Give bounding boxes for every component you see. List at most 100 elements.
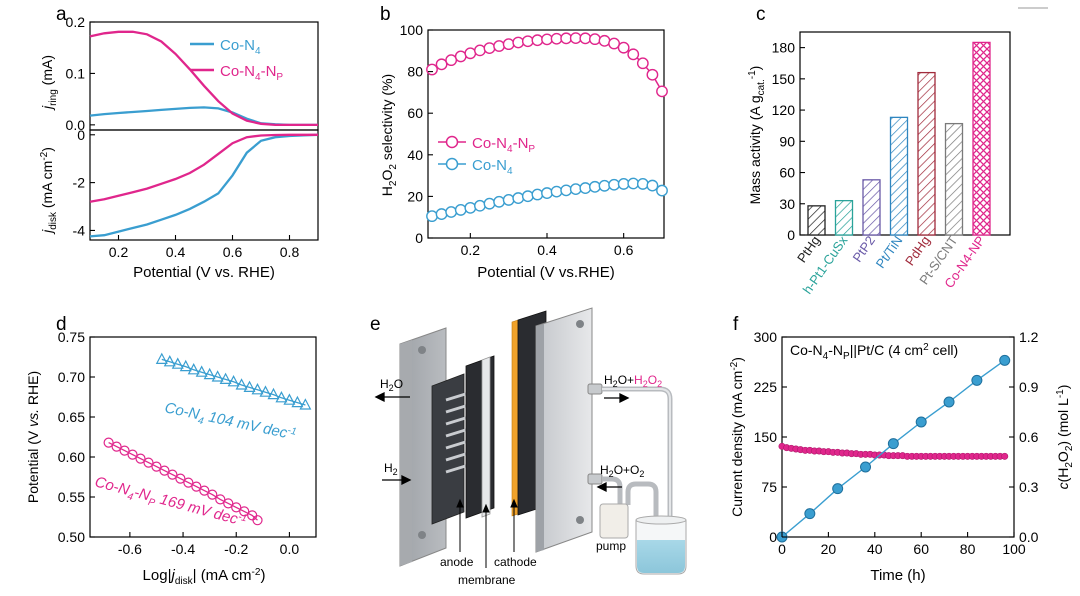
data-point-co-n4 [291,395,304,408]
data-point-co-n4-np [493,40,505,52]
data-point-co-n4 [617,178,630,190]
data-point-co-n4-np [656,85,668,98]
label-membrane: membrane [458,573,516,587]
data-point-co-n4-np [207,489,218,500]
legend-label-b-co-n4: Co-N4 [472,157,513,177]
data-point-co-n4-np [252,515,263,526]
data-point-c-h2o2 [999,354,1011,366]
f-y-right-tick-label: 0.3 [1019,479,1039,495]
right-end-plate-edge [536,324,544,552]
data-point-co-n4-np [231,502,242,513]
panel-a-bottom-frame [89,129,319,241]
panel-d-ylabel: Potential (V vs. RHE) [25,371,41,503]
data-point-co-n4-np [454,50,467,63]
f-y-right-tick-label: 0.6 [1019,429,1039,445]
c-y-tick-label: 30 [779,196,795,212]
d-x-tick-label: -0.4 [171,541,195,557]
c-y-tick-label: 150 [772,71,796,87]
series-line-co-n4 [89,106,318,127]
panel-a-xlabel: Potential (V vs. RHE) [133,264,275,281]
data-point-co-n4 [579,182,592,194]
data-point-co-n4 [155,352,168,364]
outlet-port [587,383,603,395]
bar-pthg [807,205,826,236]
data-point-co-n4 [251,383,264,395]
b-x-tick-label: 0.4 [537,242,557,258]
b-y-tick-label: 100 [400,22,424,38]
d-y-tick-label: 0.55 [58,489,85,505]
legend-marker-b-co-n4 [445,157,459,171]
label-cathode: cathode [494,555,537,569]
plate-bolt-hole [418,531,426,539]
data-point-co-n4-np [239,506,250,517]
fit-line-co-n4 [161,358,306,406]
data-point-co-n4-np [636,57,649,70]
data-point-co-n4-np [589,33,601,46]
panel-b-frame [427,29,665,239]
data-point-co-n4 [521,190,534,203]
data-point-co-n4-np [502,38,515,51]
c-y-tick-label: 0 [787,227,795,243]
data-point-co-n4 [636,178,649,190]
a-x-tick-label: 0.2 [109,244,129,260]
data-point-co-n4-np [167,469,178,480]
a-bottom-y-tick-label: -2 [73,175,86,191]
data-point-co-n4 [426,210,438,223]
right-end-plate [535,307,593,553]
panel-d: 0.500.550.600.650.700.75-0.6 -0.4 -0.2 0.0 … [25,329,317,587]
panel-e-diagram: H2O H2 H2O+H2O2 H2O+O2 pump anode membra… [374,307,687,587]
a-x-tick-label: 0.8 [280,244,300,260]
data-point-co-n4-np [119,445,130,456]
data-point-co-n4 [608,178,620,191]
data-point-co-n4-np [474,44,486,57]
data-point-co-n4 [211,370,224,382]
data-point-co-n4 [454,204,467,216]
f-y-left-tick-label: 150 [754,429,778,445]
pump-to-reservoir-tubing [625,481,659,548]
plate-bolt-hole [418,346,426,354]
panel-d-annotation-co-n4: Co-N4 104 mV dec-1 [163,399,298,446]
data-point-c-h2o2 [943,396,955,408]
data-point-co-n4 [179,359,192,372]
panel-d-plot [103,352,312,526]
data-point-co-n4-np [223,498,234,509]
panel-label-e: e [370,314,381,335]
data-point-co-n4-np [143,457,154,468]
b-y-tick-label: 40 [407,147,423,163]
panel-label-f: f [733,314,739,335]
f-y-left-tick-label: 300 [754,329,778,345]
panel-d-annotation-co-n4-np: Co-N4-NP 169 mV dec-1 [92,473,248,533]
plate-bolt-hole [576,320,584,328]
pump [599,503,629,539]
panel-c-ylabel: Mass activity (A gcat.-1) [747,66,767,205]
reservoir-liquid [637,540,685,573]
data-point-current-density [1001,452,1009,460]
panel-d-frame [89,336,317,538]
data-point-co-n4 [283,393,296,405]
data-point-c-h2o2 [860,461,872,473]
panel-b-ticks: 0 20 40 60 80 100 0.2 0.4 0.6 [400,22,634,258]
bar-pt-tin [889,116,909,236]
data-point-co-n4 [512,192,525,204]
data-point-co-n4 [560,184,573,197]
data-point-co-n4 [550,185,563,198]
panel-label-a: a [56,4,67,25]
data-point-co-n4 [656,184,668,197]
panel-b-xlabel: Potential (V vs.RHE) [477,264,615,281]
d-x-tick-label: -0.6 [118,541,142,557]
legend-marker-b-co-n4-np [445,135,459,149]
f-x-tick-label: 20 [821,541,837,557]
data-point-co-n4-np [541,33,553,46]
bar-pt-s-cnt [944,122,964,236]
label-anode: anode [440,555,474,569]
d-x-tick-label: 0.0 [280,541,300,557]
f-x-tick-label: 40 [867,541,883,557]
b-y-tick-label: 60 [407,105,423,121]
d-y-tick-label: 0.75 [58,329,85,345]
data-point-co-n4-np [550,32,563,45]
b-y-tick-label: 20 [407,188,423,204]
panel-label-b: b [380,4,391,25]
data-point-co-n4 [493,195,505,208]
